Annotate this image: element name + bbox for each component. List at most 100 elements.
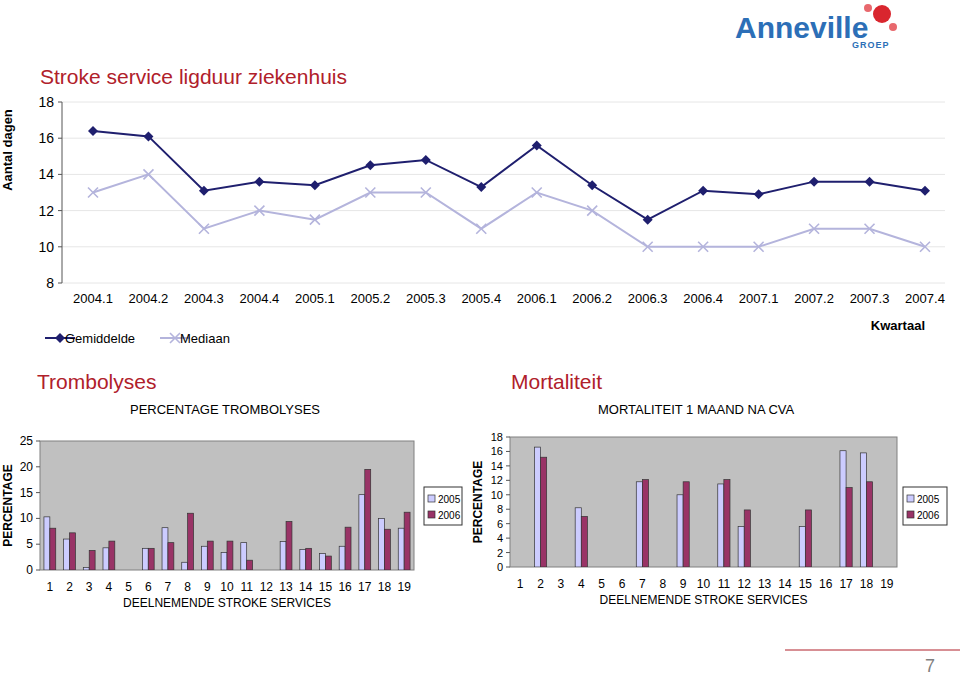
tick-label: 13	[279, 580, 293, 594]
tick	[506, 451, 510, 452]
marker	[698, 242, 708, 252]
bar	[70, 533, 76, 570]
plot-area	[40, 441, 414, 570]
marker	[365, 188, 375, 198]
tick	[36, 570, 40, 571]
bar	[840, 451, 846, 567]
tick-label: 6	[145, 580, 152, 594]
grid-line	[62, 283, 945, 284]
bar	[227, 541, 233, 570]
bar	[148, 548, 154, 570]
plot-area	[510, 437, 897, 567]
tick-label: 2007.1	[739, 291, 779, 306]
tick	[36, 518, 40, 519]
tick-label: 5	[598, 577, 605, 591]
bar	[339, 546, 345, 570]
bar	[247, 560, 253, 570]
tick-label: 16	[38, 130, 54, 146]
grid-line	[62, 246, 945, 247]
tick-label: 9	[204, 580, 211, 594]
page-number: 7	[925, 656, 935, 676]
tick	[58, 246, 62, 247]
axis-title: DEELNEMENDE STROKE SERVICES	[600, 593, 808, 607]
tick-label: 2	[66, 580, 73, 594]
marker	[88, 188, 98, 198]
marker	[254, 206, 264, 216]
tick	[58, 174, 62, 175]
marker	[88, 126, 98, 136]
tick	[506, 465, 510, 466]
tick-label: 2	[497, 547, 503, 559]
marker	[643, 215, 653, 225]
tick-label: 5	[125, 580, 132, 594]
tick-label: 8	[497, 503, 503, 515]
tick-label: 2004.2	[129, 291, 169, 306]
page: AnnevilleGROEP7Stroke service ligduur zi…	[0, 0, 960, 692]
legend-swatch	[428, 511, 435, 518]
bar	[64, 539, 70, 570]
tick-label: 12	[38, 203, 54, 219]
bar	[103, 548, 109, 570]
axis-title: DEELNEMENDE STROKE SERVICES	[123, 596, 331, 610]
divider	[785, 650, 960, 651]
bar	[636, 482, 642, 567]
tick-label: 4	[578, 577, 585, 591]
title: Mortaliteit	[511, 370, 602, 393]
grid-line	[62, 210, 945, 211]
marker	[920, 186, 930, 196]
tick-label: 18	[491, 431, 503, 443]
tick	[506, 552, 510, 553]
marker	[532, 188, 542, 198]
marker	[920, 242, 930, 252]
marker	[532, 140, 542, 150]
tick	[36, 441, 40, 442]
tick-label: 2	[537, 577, 544, 591]
tick	[36, 544, 40, 545]
marker	[809, 177, 819, 187]
bar	[866, 482, 872, 567]
tick-label: 2006.3	[628, 291, 668, 306]
tick-label: 13	[758, 577, 772, 591]
line	[93, 131, 925, 220]
tick-label: 7	[165, 580, 172, 594]
tick	[506, 437, 510, 438]
tick-label: 12	[491, 474, 503, 486]
legend-box	[424, 487, 462, 525]
tick-label: 3	[86, 580, 93, 594]
tick	[36, 492, 40, 493]
bar	[718, 484, 724, 567]
bar	[799, 527, 805, 567]
tick-label: 16	[819, 577, 833, 591]
tick-label: 15	[799, 577, 813, 591]
bar	[398, 528, 404, 570]
tick-label: 12	[260, 580, 274, 594]
bar	[724, 480, 730, 567]
tick-label: 15	[20, 486, 34, 500]
tick-label: 17	[839, 577, 853, 591]
marker	[421, 155, 431, 165]
marker	[476, 224, 486, 234]
tick-label: 6	[497, 518, 503, 530]
tick-label: 2006.4	[683, 291, 723, 306]
bar	[168, 543, 174, 570]
tick-label: 11	[718, 577, 731, 591]
tick-label: 14	[778, 577, 792, 591]
bar	[581, 516, 587, 567]
tick-label: 14	[38, 166, 54, 182]
title: Trombolyses	[37, 370, 156, 393]
bar	[860, 453, 866, 567]
tick-label: 2004.3	[184, 291, 224, 306]
grid-line	[62, 174, 945, 175]
legend-swatch	[907, 511, 914, 518]
tick-label: 18	[38, 94, 54, 110]
tick-label: 8	[184, 580, 191, 594]
logo-dot	[889, 23, 897, 31]
tick	[58, 283, 62, 284]
logo: Anneville	[735, 11, 868, 44]
tick-label: 10	[220, 580, 234, 594]
tick	[506, 494, 510, 495]
tick-label: 0	[26, 563, 33, 577]
tick-label: 6	[619, 577, 626, 591]
tick-label: 10	[38, 239, 54, 255]
marker	[809, 224, 819, 234]
